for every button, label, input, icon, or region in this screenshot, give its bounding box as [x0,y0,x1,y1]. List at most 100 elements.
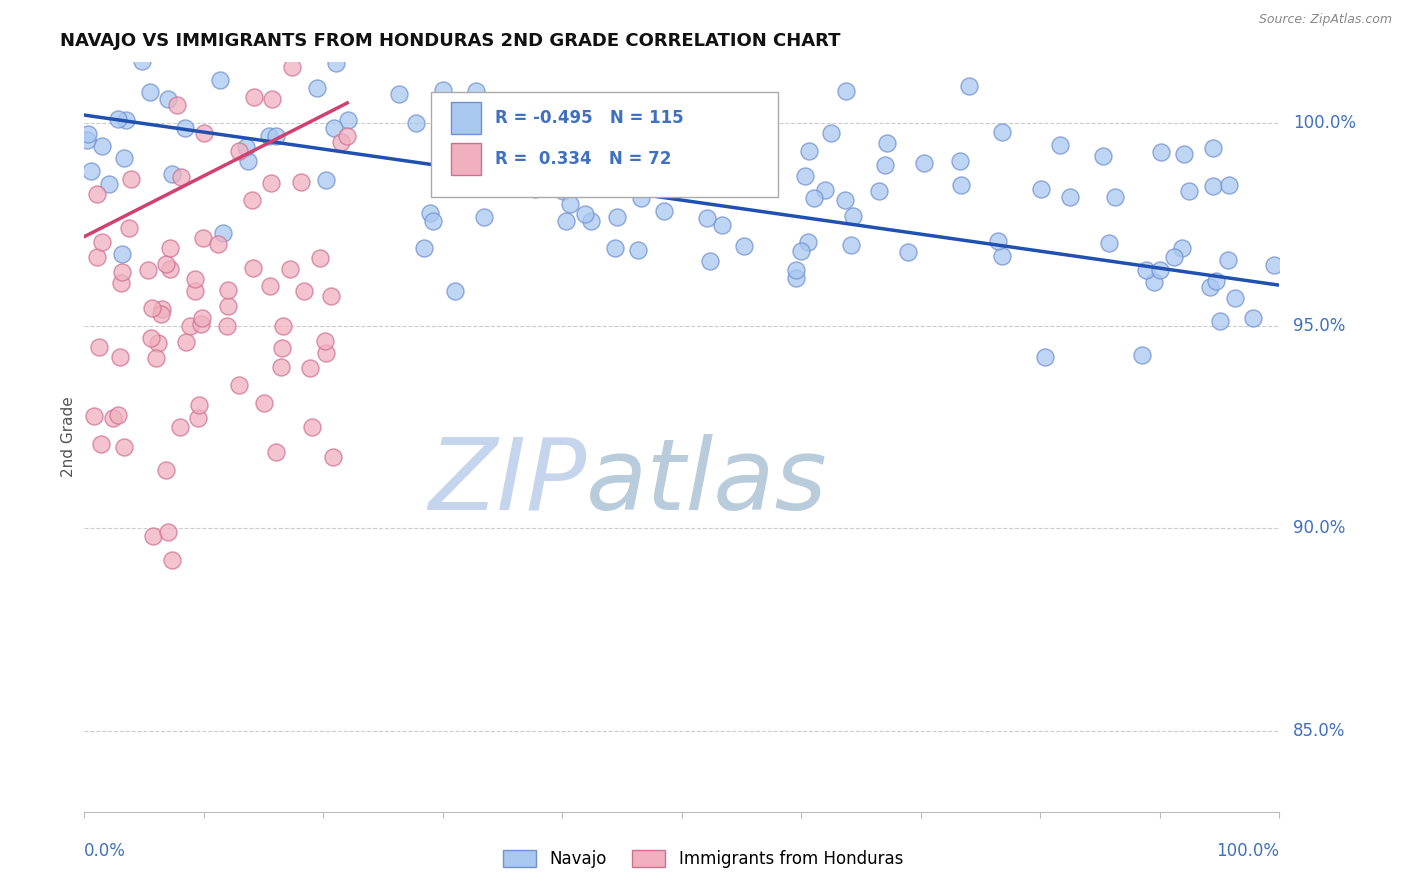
Point [77,128,100,142]
Point [533,160,555,174]
Legend: Navajo, Immigrants from Honduras: Navajo, Immigrants from Honduras [496,843,910,875]
Point [270,360,292,375]
Point [679,113,702,128]
Point [90,436,112,450]
Point [613,160,636,174]
Point [215,318,238,333]
Point [308,251,330,265]
Point [242,260,264,275]
Point [259,279,281,293]
Point [184,284,207,298]
Text: R = -0.495   N = 115: R = -0.495 N = 115 [495,109,685,127]
Point [179,319,201,334]
Point [814,183,837,197]
Point [841,210,863,224]
Point [83,409,105,423]
Point [150,307,173,321]
Point [285,37,308,52]
Point [558,197,581,211]
Point [315,173,337,187]
Point [336,129,359,144]
Point [422,214,444,228]
Point [456,149,478,163]
Point [446,165,468,179]
Point [101,410,124,425]
Point [991,249,1014,263]
Point [187,410,209,425]
Point [1209,314,1232,328]
Point [758,127,780,141]
Point [120,172,142,186]
Point [412,241,434,255]
Point [141,331,163,345]
Point [108,351,131,365]
Point [1049,137,1071,152]
Text: atlas: atlas [586,434,828,531]
Point [118,221,141,235]
Point [790,244,813,259]
Point [472,210,495,224]
Point [949,154,972,169]
Point [1059,190,1081,204]
Point [228,144,250,158]
Point [278,261,301,276]
Point [111,265,134,279]
Point [86,186,108,201]
Point [337,112,360,127]
Point [90,235,112,250]
Text: 90.0%: 90.0% [1294,519,1346,537]
Text: ZIP: ZIP [427,434,586,531]
Point [957,78,980,93]
Point [193,126,215,140]
Point [235,140,257,154]
Point [606,210,628,224]
Point [458,178,481,193]
Point [292,285,315,299]
FancyBboxPatch shape [451,144,481,175]
Point [190,311,212,326]
Point [1033,350,1056,364]
Point [174,121,197,136]
Point [242,90,264,104]
Point [80,164,103,178]
Point [419,206,441,220]
Point [897,244,920,259]
Point [238,154,260,169]
Text: 95.0%: 95.0% [1294,317,1346,334]
Point [107,408,129,422]
Point [1178,184,1201,198]
Point [240,193,263,207]
Point [949,178,972,193]
Point [820,126,842,140]
Point [1202,141,1225,155]
Point [1031,182,1053,196]
Point [432,83,454,97]
Point [112,440,135,454]
Point [834,193,856,207]
Text: Source: ZipAtlas.com: Source: ZipAtlas.com [1258,13,1392,27]
Point [160,553,183,567]
Point [325,56,347,70]
Point [1135,262,1157,277]
Point [76,133,98,147]
Y-axis label: 2nd Grade: 2nd Grade [60,397,76,477]
Point [630,191,652,205]
Text: 100.0%: 100.0% [1216,842,1279,860]
Point [257,129,280,144]
Point [90,139,112,153]
Point [696,211,718,226]
Point [627,244,650,258]
Point [647,147,669,161]
FancyBboxPatch shape [432,93,778,197]
Point [553,184,575,198]
Point [873,158,896,172]
Point [785,263,807,277]
Point [654,204,676,219]
Point [876,136,898,150]
Point [1130,348,1153,362]
Point [797,145,820,159]
Point [1171,240,1194,254]
Point [733,239,755,253]
Point [270,341,292,355]
Point [89,340,111,354]
